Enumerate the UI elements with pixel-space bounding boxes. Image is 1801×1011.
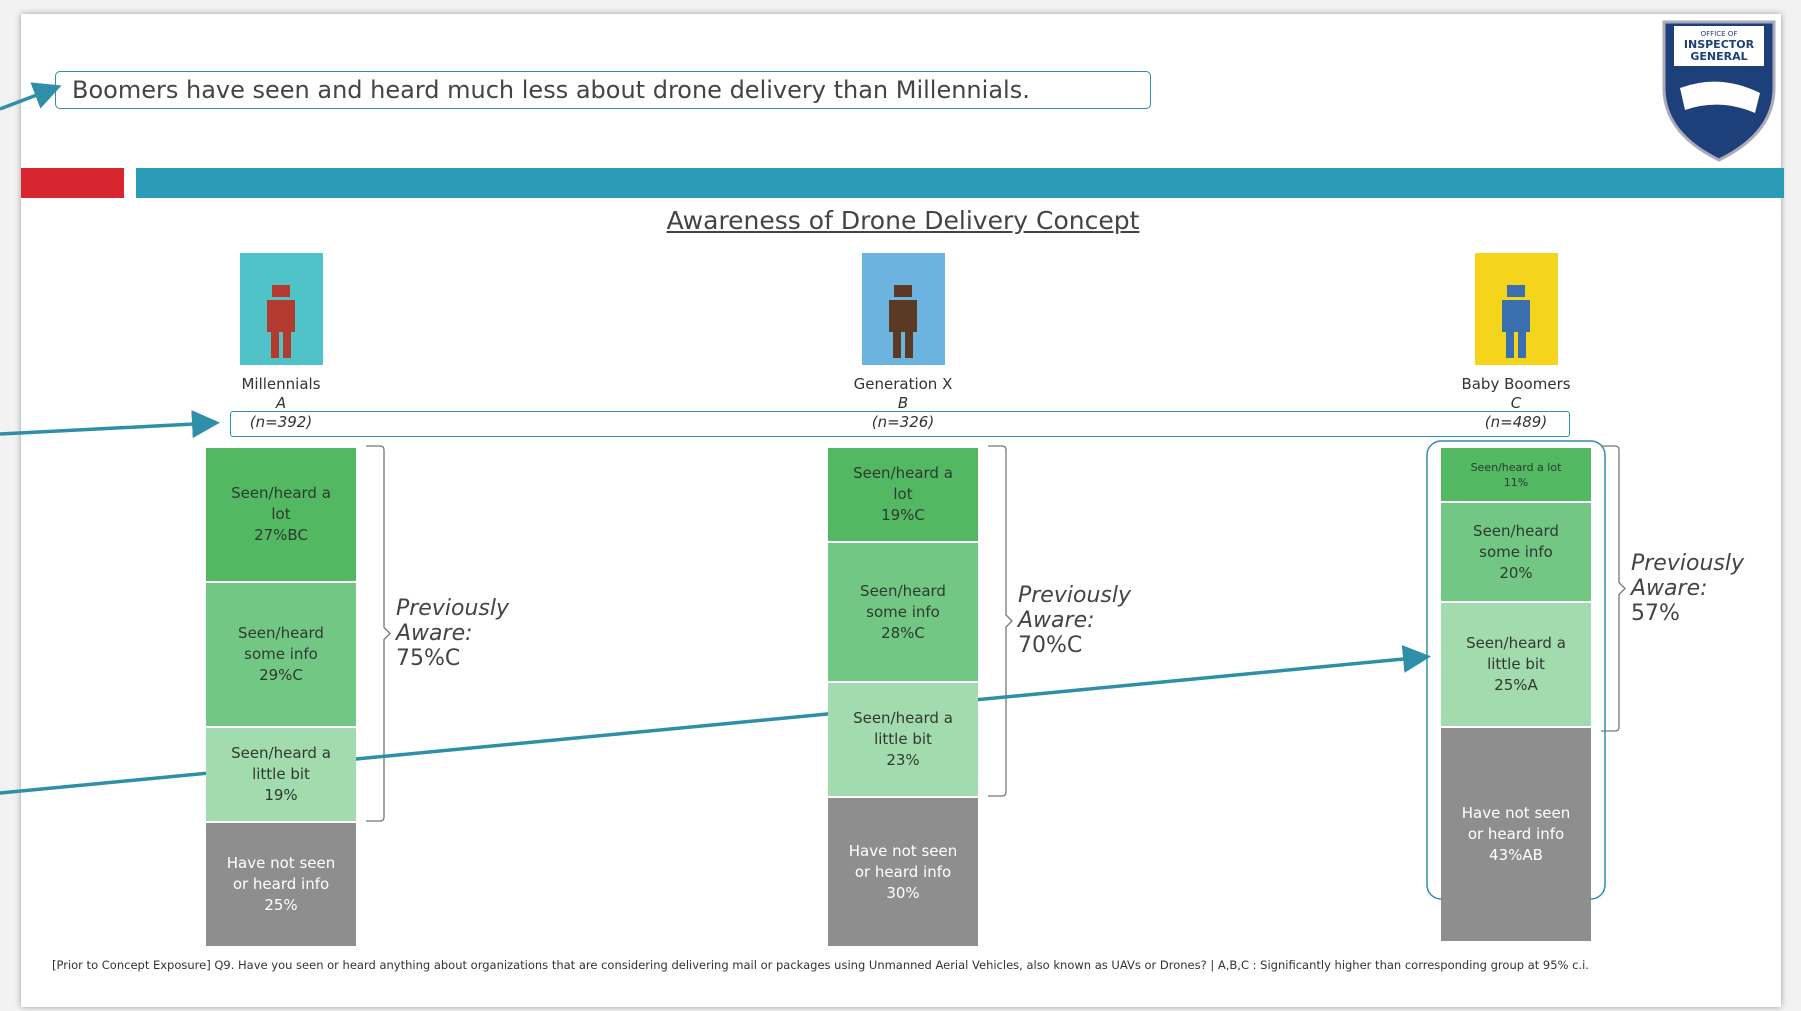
data-label: 19%C (881, 506, 925, 524)
group-label: Millennials A (n=392) (181, 375, 381, 432)
bar-segment: Seen/heard a lot 19%C (828, 446, 978, 541)
bar-segment: Seen/heard a little bit 25%A (1441, 601, 1591, 726)
segment-name: Seen/heard a little bit (1466, 634, 1566, 673)
segment-name: Seen/heard a little bit (231, 744, 331, 783)
aware-bracket (1601, 445, 1626, 732)
data-label: 11% (1503, 475, 1529, 489)
aware-label: Previously Aware: (1018, 583, 1131, 633)
bar-segment: Seen/heard a lot 27%BC (206, 446, 356, 581)
sample-size: (n=392) (249, 413, 313, 431)
group-letter: B (897, 394, 909, 412)
callout-arrow (0, 82, 62, 111)
aware-annotation: Previously Aware: 57% (1631, 551, 1751, 626)
aware-bracket (366, 445, 391, 822)
logo-panel (1674, 26, 1764, 66)
segment-name: Seen/heard a little bit (853, 709, 953, 748)
icon-person (1502, 285, 1530, 358)
group-name: Generation X (853, 375, 953, 393)
aware-value: 70%C (1018, 633, 1083, 658)
bar-segment: Seen/heard some info 20% (1441, 501, 1591, 601)
headline: Boomers have seen and heard much less ab… (55, 71, 1151, 109)
data-label: 28%C (881, 623, 925, 642)
footnote: [Prior to Concept Exposure] Q9. Have you… (52, 958, 1589, 972)
group-letter: A (275, 394, 287, 412)
aware-bracket (988, 445, 1013, 797)
segment-name: Seen/heard some info (860, 581, 946, 621)
header-bar (136, 168, 1784, 198)
sample-size: (n=326) (871, 413, 935, 431)
aware-label: Previously Aware: (396, 595, 509, 646)
bar-segment: Have not seen or heard info 30% (828, 796, 978, 946)
logo-eagle (1680, 81, 1760, 113)
icon-person (889, 285, 917, 358)
bar-segment: Seen/heard a lot 11% (1441, 446, 1591, 501)
data-label: 25% (264, 896, 298, 914)
bar-segment: Have not seen or heard info 43%AB (1441, 726, 1591, 941)
data-label: 20% (1499, 563, 1533, 582)
aware-value: 75%C (396, 645, 461, 671)
bar-segment: Seen/heard some info 28%C (828, 541, 978, 681)
aware-annotation: Previously Aware: 70%C (1018, 583, 1138, 658)
aware-annotation: Previously Aware: 75%C (396, 596, 516, 671)
sample-box (230, 411, 1570, 437)
data-label: 43%AB (1489, 846, 1543, 864)
aware-label: Previously Aware: (1631, 550, 1744, 601)
data-label: 29%C (259, 666, 303, 684)
segment-name: Have not seen or heard info (848, 841, 958, 881)
bar-segment: Seen/heard a little bit 19% (206, 726, 356, 821)
data-label: 23% (886, 751, 920, 769)
callout-arrow (0, 410, 220, 439)
bar-segment: Seen/heard some info 29%C (206, 581, 356, 726)
group-name: Millennials (241, 375, 321, 393)
icon-person (267, 285, 295, 358)
segment-name: Seen/heard a lot (1470, 460, 1562, 474)
group-icon (240, 253, 323, 365)
group-icon (1475, 253, 1558, 365)
aware-value: 57% (1631, 600, 1680, 626)
sample-size: (n=489) (1484, 413, 1548, 431)
logo-text: OFFICE OF (1701, 30, 1738, 38)
accent-bar (21, 168, 124, 198)
segment-name: Seen/heard a lot (231, 484, 331, 523)
bar-segment: Seen/heard a little bit 23% (828, 681, 978, 796)
logo-text: INSPECTOR (1684, 38, 1755, 51)
data-label: 27%BC (254, 526, 308, 544)
group-label: Baby Boomers C (n=489) (1416, 375, 1616, 432)
bar-segment: Have not seen or heard info 25% (206, 821, 356, 946)
logo: OFFICE OF INSPECTOR GENERAL (1662, 20, 1776, 162)
segment-name: Seen/heard some info (1473, 521, 1559, 561)
data-label: 25%A (1494, 676, 1538, 694)
group-icon (862, 253, 945, 365)
logo-text: GENERAL (1690, 50, 1747, 63)
data-label: 30% (886, 883, 920, 902)
group-label: Generation X B (n=326) (803, 375, 1003, 432)
group-name: Baby Boomers (1461, 375, 1571, 393)
segment-name: Have not seen or heard info (226, 854, 336, 893)
segment-name: Have not seen or heard info (1461, 804, 1571, 843)
segment-name: Seen/heard some info (238, 624, 324, 663)
segment-name: Seen/heard a lot (853, 464, 953, 503)
group-letter: C (1510, 394, 1522, 412)
data-label: 19% (264, 786, 298, 804)
chart-title: Awareness of Drone Delivery Concept (666, 206, 1140, 235)
